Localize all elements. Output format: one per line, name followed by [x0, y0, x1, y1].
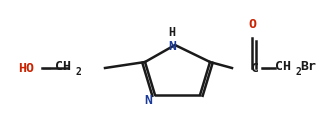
Text: Br: Br	[300, 60, 316, 74]
Text: 2: 2	[295, 67, 301, 77]
Text: O: O	[248, 18, 256, 30]
Text: —: —	[43, 61, 51, 75]
Text: CH: CH	[55, 60, 71, 74]
Text: CH: CH	[275, 60, 291, 74]
Text: N: N	[168, 39, 176, 53]
Text: C: C	[251, 61, 259, 75]
Text: H: H	[169, 27, 176, 39]
Text: HO: HO	[18, 61, 34, 75]
Text: N: N	[144, 94, 152, 106]
Text: 2: 2	[75, 67, 81, 77]
Text: —: —	[262, 61, 270, 75]
